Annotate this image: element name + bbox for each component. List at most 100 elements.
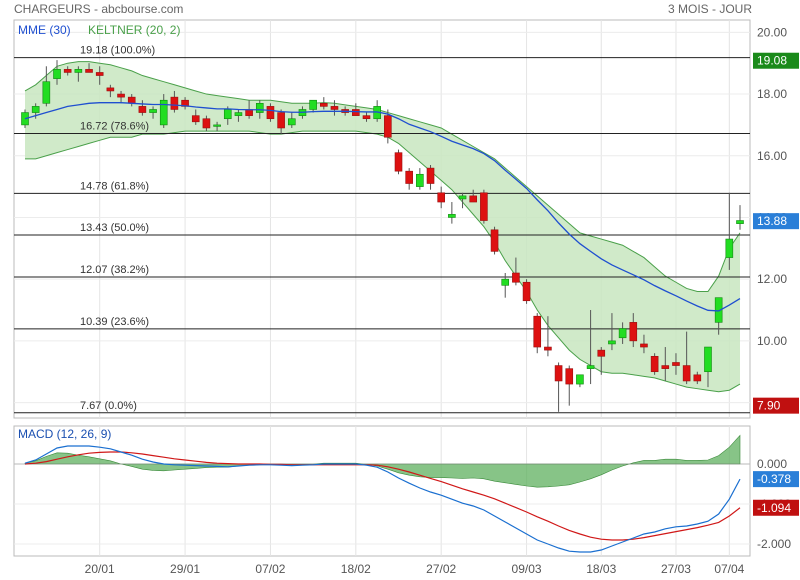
chart-period: 3 MOIS - JOUR bbox=[667, 2, 752, 16]
chart-title: CHARGEURS - abcbourse.com bbox=[14, 2, 184, 16]
candle-body bbox=[63, 69, 72, 73]
candle-body bbox=[608, 340, 616, 345]
y-tick-label: 12.00 bbox=[757, 272, 787, 286]
price-label: -0.378 bbox=[757, 472, 791, 486]
candle-body bbox=[512, 272, 520, 283]
candle-body bbox=[640, 343, 648, 348]
x-tick-label: 29/01 bbox=[170, 562, 200, 576]
macd-panel-frame bbox=[13, 425, 751, 557]
candle-body bbox=[85, 69, 93, 73]
candle-body bbox=[618, 328, 627, 339]
candle-body bbox=[223, 109, 232, 120]
candle-body bbox=[159, 99, 168, 126]
keltner-band bbox=[25, 61, 740, 392]
fibonacci-label: 13.43 (50.0%) bbox=[80, 222, 149, 234]
candle-body bbox=[202, 118, 211, 129]
candle-body bbox=[384, 115, 392, 138]
candle-body bbox=[565, 368, 574, 385]
x-tick-label: 07/04 bbox=[714, 562, 744, 576]
candle-body bbox=[170, 96, 179, 110]
candle-body bbox=[576, 374, 584, 385]
candle-body bbox=[661, 365, 670, 369]
legend-macd: MACD (12, 26, 9) bbox=[18, 427, 111, 441]
keltner-upper-line bbox=[24, 61, 741, 293]
candle-body bbox=[405, 170, 413, 184]
candle-body bbox=[469, 195, 478, 203]
candle-body bbox=[191, 115, 200, 123]
x-tick-label: 18/02 bbox=[341, 562, 371, 576]
candle-body bbox=[416, 173, 424, 187]
x-tick-label: 07/02 bbox=[255, 562, 285, 576]
price-label: 13.88 bbox=[757, 214, 787, 228]
candle-body bbox=[234, 112, 243, 116]
legend-mme: MME (30) bbox=[18, 23, 71, 37]
y-tick-label: 20.00 bbox=[757, 25, 787, 39]
candle-body bbox=[330, 106, 339, 110]
candle-body bbox=[287, 118, 296, 126]
candle-body bbox=[437, 192, 445, 203]
candle-body bbox=[693, 374, 702, 382]
price-label-box bbox=[753, 397, 799, 414]
fibonacci-label: 12.07 (38.2%) bbox=[80, 264, 149, 276]
y-tick-label: 0.000 bbox=[757, 457, 787, 471]
macd-histogram bbox=[24, 434, 741, 488]
candle-body bbox=[320, 103, 328, 107]
candle-body bbox=[362, 115, 371, 120]
y-tick-label: -2.000 bbox=[757, 537, 791, 551]
candle-body bbox=[597, 349, 606, 357]
candle-body bbox=[74, 69, 83, 73]
candle-body bbox=[714, 297, 723, 323]
candle-body bbox=[106, 87, 115, 92]
candle-body bbox=[448, 214, 456, 218]
candle-body bbox=[255, 103, 264, 113]
candle-body bbox=[725, 238, 734, 258]
mme-line bbox=[24, 102, 741, 312]
price-label-box bbox=[753, 213, 799, 230]
fibonacci-label: 7.67 (0.0%) bbox=[80, 400, 137, 412]
candle-body bbox=[533, 315, 542, 348]
candle-body bbox=[704, 346, 712, 373]
candle-body bbox=[480, 192, 488, 221]
candle-body bbox=[736, 220, 744, 224]
y-tick-label: 10.00 bbox=[757, 334, 787, 348]
main-panel-frame bbox=[13, 19, 751, 419]
macd-line bbox=[24, 445, 741, 553]
candle-body bbox=[554, 365, 563, 382]
candle-body bbox=[53, 69, 61, 79]
fibonacci-label: 10.39 (23.6%) bbox=[80, 316, 149, 328]
candle-body bbox=[650, 355, 659, 373]
y-tick-label: 16.00 bbox=[757, 149, 787, 163]
macd-signal-line bbox=[24, 451, 741, 541]
x-tick-label: 27/02 bbox=[426, 562, 456, 576]
x-tick-label: 27/03 bbox=[661, 562, 691, 576]
candle-body bbox=[127, 96, 136, 104]
keltner-lower-line bbox=[25, 130, 741, 393]
x-tick-label: 09/03 bbox=[512, 562, 542, 576]
legend-keltner: KELTNER (20, 2) bbox=[88, 23, 180, 37]
candle-body bbox=[522, 281, 531, 302]
candle-body bbox=[42, 81, 51, 104]
candle-body bbox=[501, 278, 510, 286]
fibonacci-label: 19.18 (100.0%) bbox=[80, 45, 155, 57]
candle-body bbox=[31, 106, 40, 113]
candle-body bbox=[544, 346, 552, 351]
fibonacci-label: 16.72 (78.6%) bbox=[80, 121, 149, 133]
candle-body bbox=[458, 195, 467, 200]
candle-body bbox=[586, 365, 595, 369]
candle-body bbox=[394, 152, 403, 172]
price-label: -1.094 bbox=[757, 501, 791, 515]
x-tick-label: 20/01 bbox=[85, 562, 115, 576]
candle-body bbox=[672, 362, 680, 366]
price-label: 19.08 bbox=[757, 54, 787, 68]
candle-body bbox=[352, 109, 360, 116]
candle-body bbox=[213, 124, 221, 127]
candle-body bbox=[490, 229, 499, 252]
x-tick-label: 18/03 bbox=[586, 562, 616, 576]
candle-body bbox=[629, 322, 638, 342]
price-label-box bbox=[753, 52, 799, 69]
candle-body bbox=[95, 72, 104, 76]
candle-body bbox=[266, 106, 275, 120]
candle-body bbox=[138, 106, 147, 113]
fibonacci-label: 14.78 (61.8%) bbox=[80, 180, 149, 192]
